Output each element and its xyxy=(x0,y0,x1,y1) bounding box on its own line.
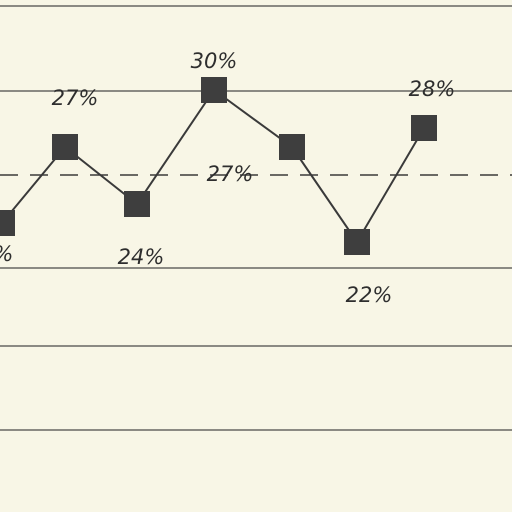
markers xyxy=(0,77,437,255)
data-point-7 xyxy=(411,115,437,141)
data-label-4: 30% xyxy=(191,49,238,73)
data-label-1: 23% xyxy=(0,242,13,266)
data-point-2 xyxy=(52,134,78,160)
data-label-2: 27% xyxy=(52,86,99,110)
data-point-6 xyxy=(344,229,370,255)
data-label-5: 27% xyxy=(207,162,254,186)
data-labels: 23% 27% 24% 30% 27% 22% 28% xyxy=(0,49,455,307)
grid-lines xyxy=(0,5,512,431)
data-point-1 xyxy=(0,210,15,236)
data-label-3: 24% xyxy=(118,245,165,269)
data-point-3 xyxy=(124,191,150,217)
data-label-6: 22% xyxy=(346,283,393,307)
data-point-5 xyxy=(279,134,305,160)
data-point-4 xyxy=(201,77,227,103)
data-label-7: 28% xyxy=(409,77,456,101)
